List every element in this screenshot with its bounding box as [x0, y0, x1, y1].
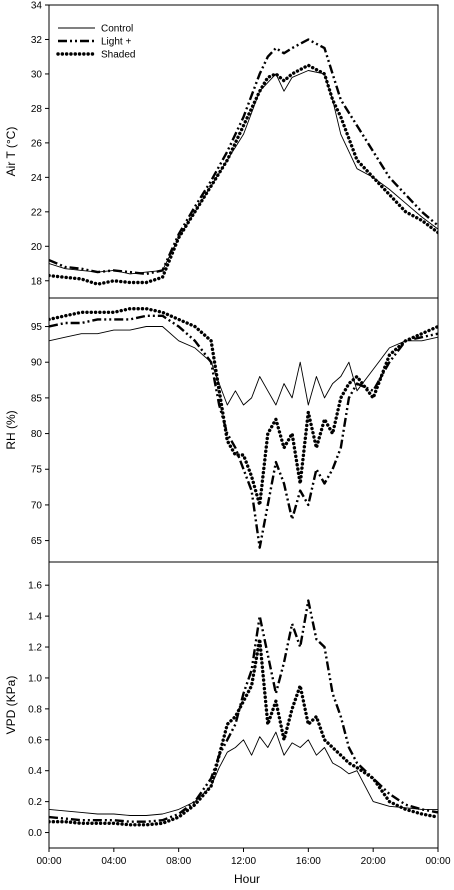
y-tick-label: 18	[31, 276, 43, 287]
legend-label: Light +	[101, 37, 131, 48]
y-tick-label: 65	[31, 536, 43, 547]
y-tick-label: 32	[31, 35, 43, 46]
series-line-control	[49, 731, 438, 816]
x-tick-label: 08:00	[166, 856, 191, 867]
y-tick-label: 80	[31, 429, 43, 440]
x-tick-label: 00:00	[36, 856, 61, 867]
series-line-shaded	[49, 63, 438, 286]
series-line-light	[49, 314, 438, 549]
y-tick-label: 0.2	[28, 797, 42, 808]
series-line-shaded	[49, 637, 438, 827]
y-axis-title: Air T (°C)	[4, 127, 18, 177]
y-tick-label: 95	[31, 322, 43, 333]
y-axis-title: VPD (KPa)	[4, 676, 18, 735]
panel-frame	[48, 561, 439, 849]
y-tick-label: 75	[31, 465, 43, 476]
y-tick-label: 26	[31, 138, 43, 149]
y-axis-title: RH (%)	[4, 410, 18, 449]
y-tick-label: 30	[31, 69, 43, 80]
legend-label: Control	[101, 24, 133, 35]
panel-frame	[48, 297, 439, 563]
y-tick-label: 85	[31, 393, 43, 404]
y-tick-label: 20	[31, 242, 43, 253]
legend-label: Shaded	[101, 50, 135, 61]
y-tick-label: 0.8	[28, 704, 42, 715]
chart-panels: 18 20 22 24 26 28 30 32 34 Air T (°C) 65 70 75 80 85 90…	[4, 1, 439, 849]
x-tick-label: 00:00	[425, 856, 450, 867]
y-tick-label: 1.6	[28, 581, 42, 592]
series-line-control	[49, 326, 438, 406]
panel-1: 18 20 22 24 26 28 30 32 34 Air T (°C)	[4, 1, 439, 299]
y-tick-label: 1.0	[28, 673, 42, 684]
x-tick-label: 16:00	[296, 856, 321, 867]
x-axis-title: Hour	[234, 872, 260, 886]
y-tick-label: 24	[31, 173, 43, 184]
y-tick-label: 90	[31, 358, 43, 369]
y-tick-label: 28	[31, 104, 43, 115]
series-line-light	[49, 38, 438, 276]
x-tick-label: 04:00	[101, 856, 126, 867]
panel-3: 0.0 0.2 0.4 0.6 0.8 1.0 1.2 1.4 1.6 VPD (KPa)	[4, 561, 439, 849]
series-line-shaded	[49, 307, 438, 507]
y-tick-label: 1.2	[28, 643, 42, 654]
y-tick-label: 1.4	[28, 612, 42, 623]
y-tick-label: 0.0	[28, 828, 42, 839]
panel-2: 65 70 75 80 85 90 95 RH (%)	[4, 297, 439, 563]
shared-x-axis: 00:00 04:00 08:00 12:00 16:00 20:00 00:00	[36, 848, 451, 867]
x-tick-label: 12:00	[231, 856, 256, 867]
y-tick-label: 34	[31, 1, 43, 12]
y-tick-label: 0.6	[28, 735, 42, 746]
series-line-control	[49, 70, 438, 275]
y-tick-label: 70	[31, 500, 43, 511]
y-tick-label: 22	[31, 207, 43, 218]
x-tick-label: 20:00	[361, 856, 386, 867]
y-tick-label: 0.4	[28, 766, 42, 777]
legend: Control Light + Shaded	[56, 24, 135, 61]
series-line-light	[49, 599, 438, 823]
